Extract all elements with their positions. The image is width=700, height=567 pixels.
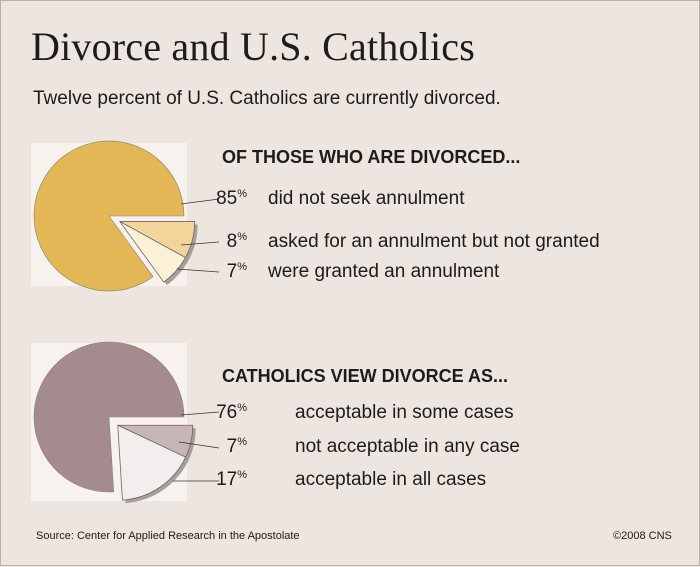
source-note: Source: Center for Applied Research in t…	[36, 530, 300, 542]
leader-line	[180, 198, 220, 205]
slice-label: acceptable in all cases	[295, 469, 487, 490]
slice-value: 85%	[216, 188, 247, 209]
chart-title-views: CATHOLICS VIEW DIVORCE AS...	[222, 366, 509, 386]
pie-slice	[119, 221, 186, 283]
slice-label: asked for an annulment but not granted	[268, 231, 600, 252]
legend-row: 7% were granted an annulment	[191, 261, 671, 285]
slice-value: 8%	[226, 231, 247, 252]
pie-chart-divorced	[31, 140, 220, 292]
slice-label: not acceptable in any case	[295, 436, 520, 457]
slice-value: 17%	[216, 469, 247, 490]
pie-slice	[33, 140, 185, 292]
slice-value: 76%	[216, 402, 247, 423]
leader-line	[180, 411, 220, 416]
slice-value: 7%	[226, 436, 247, 457]
legend-row: 76% acceptable in some cases	[191, 402, 671, 426]
pie-chart-views	[31, 341, 220, 504]
legend-row: 17% acceptable in all cases	[191, 469, 671, 493]
slice-label: did not seek annulment	[268, 188, 465, 209]
copyright-note: ©2008 CNS	[613, 530, 672, 542]
leader-line	[178, 441, 220, 449]
pie-slice	[117, 424, 187, 501]
legend-row: 7% not acceptable in any case	[191, 436, 671, 460]
chart-title-divorced: OF THOSE WHO ARE DIVORCED...	[222, 147, 521, 167]
leader-line	[176, 268, 220, 273]
pie-slice	[33, 341, 185, 493]
leader-line	[180, 241, 220, 246]
slice-label: acceptable in some cases	[295, 402, 514, 423]
slice-label: were granted an annulment	[268, 261, 500, 282]
legend-row: 85% did not seek annulment	[191, 188, 671, 212]
page-title: Divorce and U.S. Catholics	[31, 24, 476, 69]
slice-value: 7%	[226, 261, 247, 282]
legend-row: 8% asked for an annulment but not grante…	[191, 231, 691, 255]
page-subtitle: Twelve percent of U.S. Catholics are cur…	[33, 88, 501, 109]
